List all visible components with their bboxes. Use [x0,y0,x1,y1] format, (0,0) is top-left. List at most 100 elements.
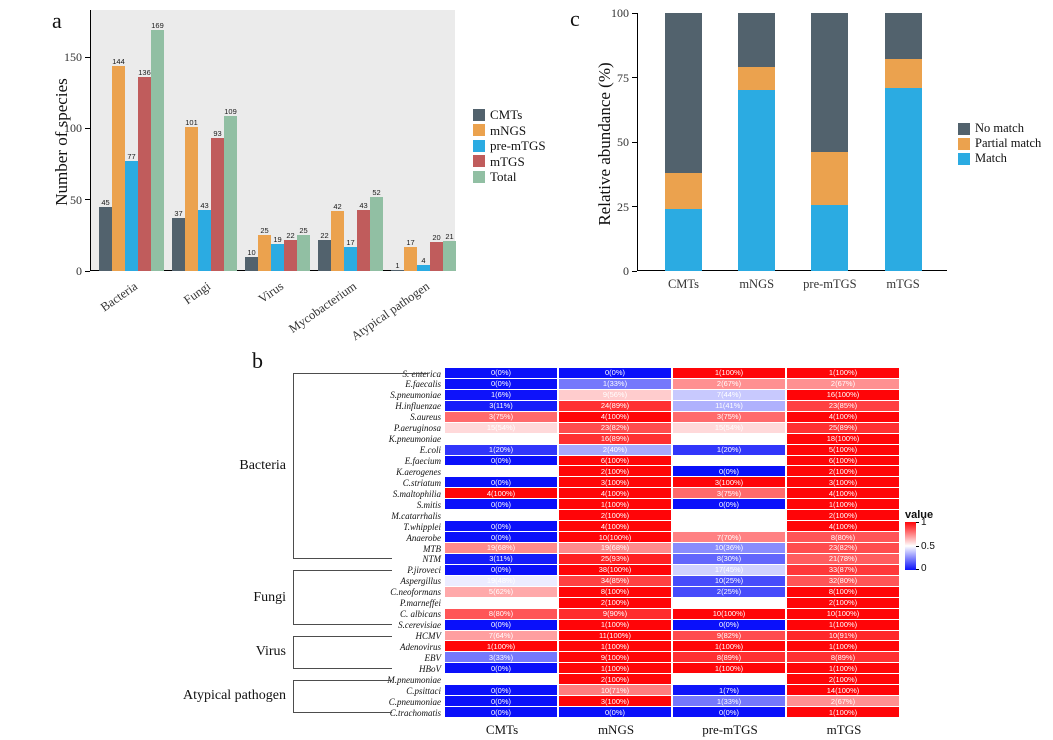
heatmap-cell: 0(0%) [445,564,559,576]
bar-total-mycobacterium [370,196,383,271]
bar-mtgs-bacteria [138,77,151,271]
panel-a-legend-item: CMTs [473,108,522,121]
legend-label: Match [975,151,1007,165]
bar-value-label: 144 [112,56,125,66]
panel-a-legend-item: Total [473,170,517,183]
legend-key-cmts [473,108,485,121]
bar-mngs-bacteria [112,65,125,271]
heatmap-cell: 4(100%) [559,411,673,423]
bar-cmts-mycobacterium [318,239,331,271]
heatmap-row-label: M.pneumoniae [387,674,441,685]
panel-c-y-tick-mark [632,141,637,143]
heatmap-cell: 1(20%) [673,444,787,456]
bar-mtgs-fungi [211,138,224,271]
heatmap-cell: 19(68%) [445,543,559,554]
heatmap-cell: 3(75%) [673,488,787,500]
bar-total-bacteria [151,29,164,271]
bar-total-fungi [224,115,237,271]
group-bracket-atypical-pathogen [293,679,392,713]
heatmap-row-label: EBV [424,652,442,663]
heatmap-column-label: pre-mTGS [702,722,758,737]
bar-mtgs-virus [284,239,297,271]
heatmap-row-label: C.trachomatis [389,707,441,718]
heatmap-cell: 1(33%) [673,696,787,708]
heatmap-cell: 0(0%) [673,619,787,631]
bar-total-atypical-pathogen [443,241,456,271]
heatmap-cell: 10(100%) [673,608,787,620]
heatmap-cell: 25(89%) [787,422,901,434]
legend-label: mNGS [490,122,527,138]
heatmap-cell: 23(82%) [559,422,673,434]
heatmap-cell: 1(50%) [445,597,559,609]
heatmap-cell: 1(50%) [445,466,559,478]
legend-label: mTGS [490,153,525,169]
group-bracket-arm [392,373,428,375]
color-scale-tick-label: 0 [921,563,927,574]
stack-match-pre-mtgs [811,205,849,271]
stack-partial-match-pre-mtgs [811,152,849,206]
heatmap-cell: 1(100%) [787,641,901,653]
panel-c-x-category-label: pre-mTGS [803,277,857,291]
heatmap-cell: 24(89%) [559,400,673,412]
bar-value-label: 4 [421,256,426,266]
heatmap-cell: 1(33%) [559,378,673,390]
bar-value-label: 21 [445,232,454,242]
heatmap-cell: 1(20%) [445,444,559,456]
heatmap-cell: 16(100%) [787,389,901,401]
heatmap-cell: 1(100%) [787,499,901,511]
color-scale-tick [916,545,919,547]
panel-a-y-tick-label: 50 [70,192,82,207]
heatmap-cell: 3(75%) [673,411,787,423]
heatmap-column-label: mTGS [826,722,862,737]
heatmap-row-label: MTB [423,543,441,554]
panel-a-legend-item: mTGS [473,155,525,168]
heatmap-cell: 0(0%) [445,368,559,379]
group-label-virus: Virus [255,644,286,660]
heatmap-cell: 0(0%) [445,477,559,489]
bar-value-label: 17 [346,237,355,247]
heatmap-row-label: NTM [422,554,441,565]
heatmap-cell: 1(100%) [559,619,673,631]
panel-a-y-axis-line [90,10,91,271]
bar-value-label: 37 [174,209,183,219]
heatmap-cell: 2(100%) [559,466,673,478]
bar-value-label: 10 [247,247,256,257]
heatmap-cell: 8(80%) [445,608,559,620]
heatmap-cell: 1(50%) [445,674,559,686]
heatmap-row-label: S.mitis [416,499,441,510]
panel-a-y-tick-mark [85,199,90,201]
group-label-fungi: Fungi [253,589,286,605]
stack-match-cmts [665,209,702,271]
heatmap-row-label: Aspergillus [400,576,441,587]
heatmap-cell: 1(6%) [445,389,559,401]
heatmap-cell: 10(25%) [673,575,787,587]
panel-c-y-tick-mark [632,77,637,79]
heatmap-cell: 25(93%) [559,553,673,565]
stack-partial-match-mngs [738,67,776,91]
bar-value-label: 42 [333,202,342,212]
heatmap-cell: 7(70%) [673,532,787,543]
heatmap-cell: 2(67%) [787,378,901,390]
heatmap-row-label: E.faecium [404,456,441,466]
bar-value-label: 101 [185,117,198,127]
panel-a-y-tick-label: 0 [76,264,82,278]
panel-c-y-tick-mark [632,206,637,208]
heatmap-row-label: Anaerobe [406,532,441,543]
heatmap-cell: 8(100%) [559,586,673,598]
color-scale-tick-label: 0.5 [921,541,935,552]
heatmap-cell: 32(80%) [787,575,901,587]
panel-a-letter: a [52,8,62,33]
bar-mngs-virus [258,235,271,271]
heatmap-cell: 1(100%) [787,707,901,718]
legend-key-mtgs [473,155,485,167]
bar-pre-mtgs-bacteria [125,161,138,271]
heatmap-cell: 21(78%) [787,553,901,565]
heatmap-cell: 4(100%) [787,521,901,533]
heatmap-row-label: Adenovirus [400,641,441,652]
heatmap-cell: 1(50%) [673,597,787,609]
heatmap-cell: 0(0%) [445,685,559,697]
heatmap-cell: 1(100%) [787,619,901,631]
heatmap-cell: 19(68%) [559,543,673,554]
heatmap-cell: 18(100%) [787,433,901,445]
